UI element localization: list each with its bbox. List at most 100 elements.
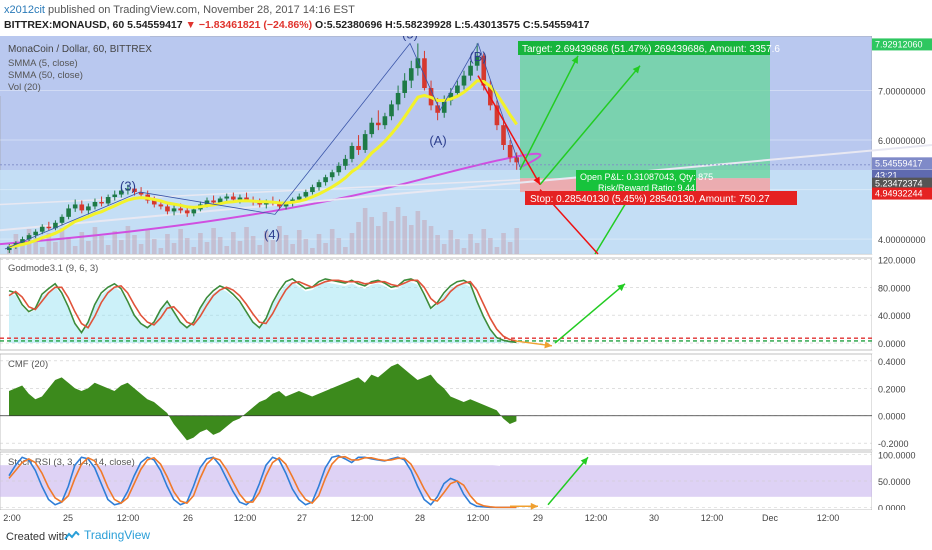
candle-body	[105, 197, 111, 204]
volume-bar	[53, 242, 58, 254]
volume-bar	[455, 239, 460, 254]
forecast-arrow-up2-head	[632, 65, 640, 74]
volume-bar	[382, 212, 388, 254]
volume-bar	[461, 248, 467, 254]
candle-body	[184, 210, 190, 214]
volume-bar	[310, 248, 315, 254]
time-tick-label: 12:00	[701, 513, 724, 523]
tradingview-link[interactable]: TradingView	[64, 528, 150, 542]
time-tick-label: 12:00	[351, 513, 374, 523]
last-price: 5.54559417	[127, 19, 183, 31]
candle-body	[349, 145, 355, 159]
candle-body	[46, 226, 52, 229]
trendline-long	[0, 144, 932, 232]
low-value: L:5.43013575	[454, 19, 520, 31]
candle-body	[119, 190, 124, 195]
candle-body	[138, 192, 144, 195]
volume-bar	[441, 244, 447, 254]
candle-body	[171, 208, 177, 212]
candle-body	[20, 239, 25, 244]
volume-bar	[244, 227, 249, 254]
volume-bar	[468, 234, 473, 254]
volume-bar	[435, 235, 440, 254]
high-value: H:5.58239928	[385, 19, 452, 31]
volume-bar	[343, 247, 348, 254]
volume-bar	[257, 245, 263, 254]
volume-bar	[178, 229, 183, 254]
target-price-label: 7.92912060	[875, 39, 923, 49]
footer: Created with TradingView	[0, 524, 932, 550]
entry-price-label: 5.23472374	[875, 179, 923, 189]
godmode-arrow-up	[554, 283, 626, 344]
time-tick-label: 12:00	[585, 513, 608, 523]
volume-bar	[224, 246, 230, 254]
volume-bar	[415, 211, 421, 254]
volume-bar	[66, 237, 71, 254]
wave-label: (4)	[264, 227, 280, 242]
volume-bar	[72, 246, 78, 254]
candle-body	[389, 104, 394, 117]
candle-body	[224, 196, 230, 199]
candle-body	[112, 194, 118, 198]
chart-canvas[interactable]: 7.000000006.000000005.000000004.00000000…	[0, 36, 932, 524]
legend-entry: SMMA (5, close)	[8, 58, 78, 69]
volume-bar	[323, 243, 328, 254]
price-tick-label: 6.00000000	[878, 136, 926, 146]
time-tick-label: 26	[183, 513, 193, 523]
publish-info: published on TradingView.com, November 2…	[44, 4, 355, 16]
candle-body	[376, 122, 381, 126]
volume-bar	[171, 243, 177, 254]
wave-label: (B)	[469, 49, 486, 64]
open-pl-label: Open P&L: 0.31087043, Qty: 875	[580, 172, 713, 182]
stoch-series-0	[8, 454, 517, 509]
candle-body	[211, 200, 216, 203]
volume-bar	[349, 233, 355, 254]
stop-price-label-bg	[872, 187, 932, 200]
author-link[interactable]: x2012cit	[4, 4, 45, 16]
candle-body	[6, 246, 12, 251]
volume-bar	[389, 221, 394, 254]
pane-tick-label: 0.2000	[878, 384, 906, 394]
legend-backdrop	[0, 36, 150, 96]
volume-bar	[428, 226, 434, 254]
time-tick-label: 12:00	[234, 513, 257, 523]
candle-body	[369, 122, 375, 135]
stoch-series-1	[8, 455, 517, 509]
candle-body	[435, 105, 440, 113]
volume-bar	[20, 243, 25, 254]
candle-body	[231, 196, 236, 200]
stoch-arrow-up	[547, 456, 589, 506]
stoch-trendline	[404, 452, 501, 466]
legend-entry: SMMA (50, close)	[8, 70, 83, 81]
stop-label-bg	[525, 191, 797, 205]
candle-body	[481, 55, 487, 86]
volume-bar	[204, 242, 210, 254]
candle-body	[79, 204, 85, 211]
candle-body	[92, 201, 98, 207]
volume-bar	[105, 245, 111, 254]
volume-bar	[263, 231, 269, 254]
volume-bar	[316, 234, 322, 254]
time-tick-label: 12:00	[817, 513, 840, 523]
open-value: O:5.52380696	[315, 19, 383, 31]
volume-bar	[501, 233, 506, 254]
price-axis-3	[872, 452, 932, 510]
wave-path	[4, 42, 521, 250]
candle-body	[501, 125, 506, 145]
entry-price-label-bg	[872, 177, 932, 190]
close-value: C:5.54559417	[522, 19, 590, 31]
candle-body	[408, 68, 414, 81]
candle-body	[448, 92, 454, 101]
candle-body	[382, 116, 388, 126]
change-down-icon: ▼	[185, 19, 196, 31]
candle-body	[125, 188, 131, 191]
godmode-arrow-up-head	[617, 283, 625, 292]
candle-body	[310, 187, 315, 193]
volume-bar	[336, 238, 342, 254]
volume-bar	[125, 226, 131, 254]
candle-body	[316, 182, 322, 188]
risk-reward-label: Risk/Reward Ratio: 9.44	[598, 183, 695, 193]
candle-group	[6, 43, 520, 254]
pane-tick-label: 0.4000	[878, 357, 906, 367]
volume-bar	[158, 248, 164, 254]
